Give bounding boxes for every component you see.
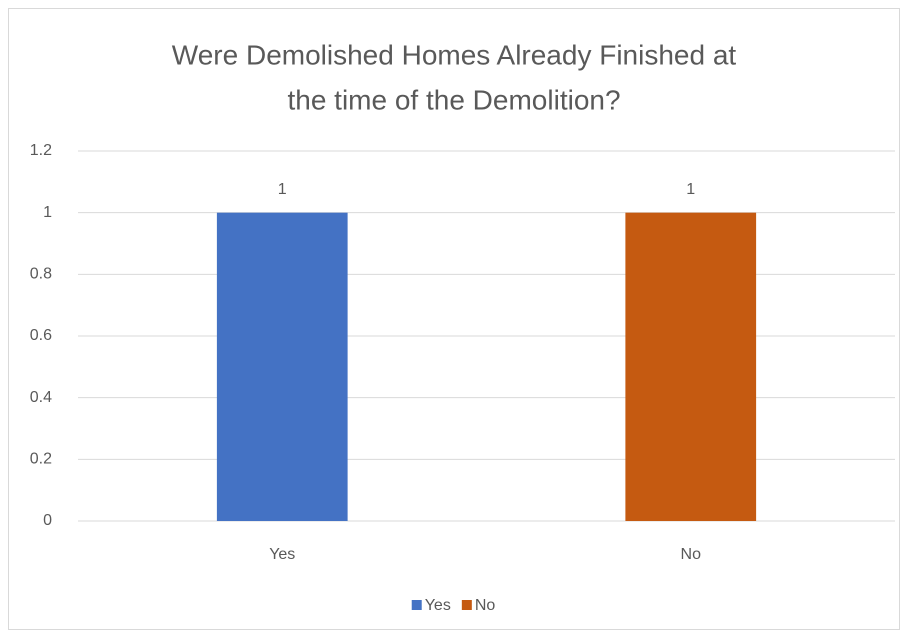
y-tick-label: 0.2 [30,451,52,468]
bar [625,212,757,521]
y-tick-label: 0.6 [30,327,52,344]
legend-swatch [461,600,472,610]
legend-swatch [411,600,422,610]
x-tick-label: No [681,546,702,563]
chart-title: the time of the Demolition? [287,84,620,115]
y-tick-label: 1 [43,204,52,221]
data-label: 1 [278,181,287,198]
legend-label: Yes [425,597,451,614]
y-tick-label: 0.4 [30,389,52,406]
data-label: 1 [686,181,695,198]
y-tick-label: 0.8 [30,266,52,283]
chart-title: Were Demolished Homes Already Finished a… [172,39,737,70]
y-tick-label: 0 [43,512,52,529]
x-tick-label: Yes [269,546,295,563]
bar [216,212,348,521]
legend-label: No [475,597,496,614]
legend: Yes No [411,597,496,614]
y-tick-label: 1.2 [30,142,52,159]
